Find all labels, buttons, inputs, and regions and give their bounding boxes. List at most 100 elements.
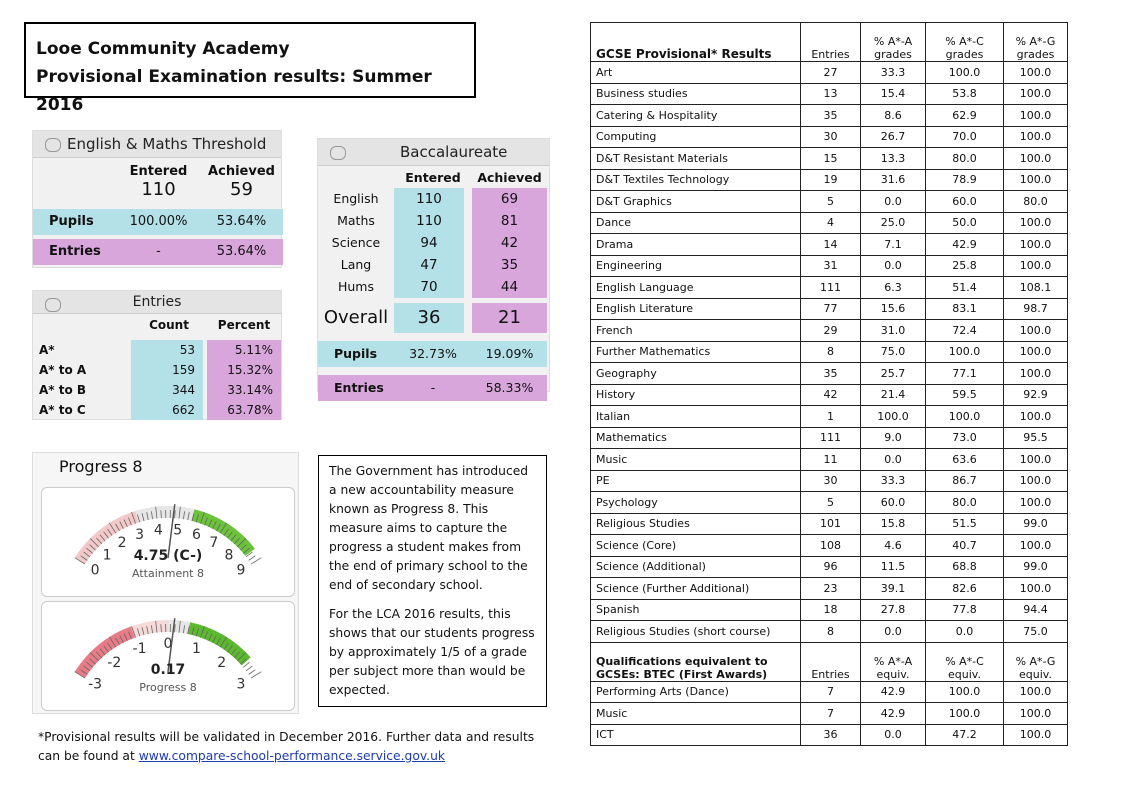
gauge-tick	[107, 642, 113, 650]
table-cell: 29	[800, 319, 861, 342]
table-cell: English Literature	[590, 297, 801, 320]
table-cell: 8	[800, 340, 861, 363]
cell: 44	[472, 276, 547, 298]
gauge-tick	[216, 637, 221, 646]
gauge-tick	[237, 652, 247, 662]
table-cell: 98.7	[1003, 297, 1068, 320]
table-cell: 77.8	[925, 598, 1004, 621]
note-box: The Government has introduced a new acco…	[318, 455, 547, 707]
gauge-tick	[174, 510, 176, 519]
table-cell: % A*-C grades	[925, 22, 1004, 62]
table-cell: 36	[800, 723, 861, 746]
table-cell: 15.8	[860, 512, 926, 535]
table-cell: 5	[800, 190, 861, 213]
table-cell: 108.1	[1003, 276, 1068, 299]
table-cell: 80.0	[925, 147, 1004, 170]
table-cell: Science (Core)	[590, 534, 801, 557]
row-label: Pupils	[33, 209, 117, 235]
spacer	[33, 318, 131, 340]
table-cell: 8.6	[860, 104, 926, 127]
gauge-tick	[131, 512, 136, 524]
table-cell: 5	[800, 491, 861, 514]
table-cell: Italian	[590, 405, 801, 428]
gauge-tick	[230, 648, 237, 656]
gauge-band	[167, 620, 191, 635]
table-cell: 26.7	[860, 125, 926, 148]
cell: -	[394, 375, 472, 401]
total: 59	[230, 179, 253, 200]
table-row: Psychology 5 60.0 80.0 100.0	[590, 491, 1068, 514]
table-cell: 72.4	[925, 319, 1004, 342]
gauge-label: 3	[135, 527, 144, 543]
cell: 159	[131, 360, 203, 380]
row-label: Entries	[33, 239, 117, 265]
table-cell: 100.0	[1003, 168, 1068, 191]
threshold-grid: Entered Achieved 110 59 Pupils 100.00% 53.64% E…	[33, 164, 283, 265]
table-cell: 92.9	[1003, 383, 1068, 406]
table-cell: Business studies	[590, 82, 801, 105]
table-cell: Entries	[800, 22, 861, 62]
gauge-tick	[243, 547, 250, 554]
gauge-tick	[240, 658, 247, 665]
panel-title: Baccalaureate	[318, 139, 549, 166]
needle	[167, 504, 176, 559]
table-row: Spanish 18 27.8 77.8 94.4	[590, 598, 1068, 621]
entries-grid: Count Percent A* 53 5.11% A* to A 159 15.32% A* …	[33, 318, 281, 420]
title: Looe Community Academy	[36, 39, 290, 59]
gauge-tick	[89, 658, 96, 665]
table-cell: 21.4	[860, 383, 926, 406]
gauge-label: 9	[236, 562, 245, 578]
table-cell: Science (Additional)	[590, 555, 801, 578]
gauge-tick	[212, 521, 217, 529]
cell: 110	[394, 210, 464, 232]
cell: 5.11%	[207, 340, 281, 360]
gauge-tick	[223, 642, 229, 650]
gauge-band	[130, 620, 169, 638]
table-cell: 14	[800, 233, 861, 256]
cell: -	[117, 239, 200, 265]
column-header: Entered	[129, 164, 188, 179]
table-cell: 99.0	[1003, 512, 1068, 535]
table-cell: 31	[800, 254, 861, 277]
table-cell: 8	[800, 620, 861, 643]
gauge-tick	[182, 511, 186, 520]
table-cell: 100.0	[1003, 362, 1068, 385]
gauge-label: 2	[217, 655, 226, 671]
table-cell: 100.0	[925, 702, 1004, 725]
gauge-tick	[74, 557, 86, 565]
gauge-tick	[155, 506, 158, 519]
gauge-tick	[216, 523, 221, 532]
gauge-caption: Attainment 8	[132, 567, 204, 580]
table-cell: 96	[800, 555, 861, 578]
table-row: Drama 14 7.1 42.9 100.0	[590, 233, 1068, 256]
gauge-tick	[237, 538, 247, 548]
gauge-tick	[191, 513, 195, 522]
spacer	[33, 179, 117, 205]
needle	[167, 618, 176, 673]
table-cell: 75.0	[1003, 620, 1068, 643]
gauge-tick	[74, 671, 86, 679]
progress-title: Progress 8	[59, 457, 143, 476]
table-cell: 100.0	[1003, 577, 1068, 600]
gauge-tick	[243, 661, 250, 668]
gauge-label: 7	[209, 535, 218, 551]
table-cell: % A*-A equiv.	[860, 641, 926, 682]
table-cell: 111	[800, 426, 861, 449]
table-cell: 108	[800, 534, 861, 557]
table-row: D&T Textiles Technology 19 31.6 78.9 100.0	[590, 168, 1068, 191]
table-cell: History	[590, 383, 801, 406]
row-label: A* to C	[39, 403, 86, 417]
link[interactable]: www.compare-school-performance.service.g…	[138, 749, 446, 763]
table-cell: 0.0	[925, 620, 1004, 643]
gauge-label: -1	[133, 641, 147, 657]
gauge-label: 0	[164, 636, 173, 652]
table-cell: Drama	[590, 233, 801, 256]
table-cell: 100.0	[1003, 469, 1068, 492]
table-cell: 30	[800, 469, 861, 492]
gauge-tick	[195, 514, 199, 523]
gauge: -3 -2 -1 0 123 0.17 Progress 8	[41, 601, 295, 711]
gauge-tick	[250, 671, 262, 679]
gauge-tick	[131, 626, 136, 638]
table-cell: D&T Textiles Technology	[590, 168, 801, 191]
